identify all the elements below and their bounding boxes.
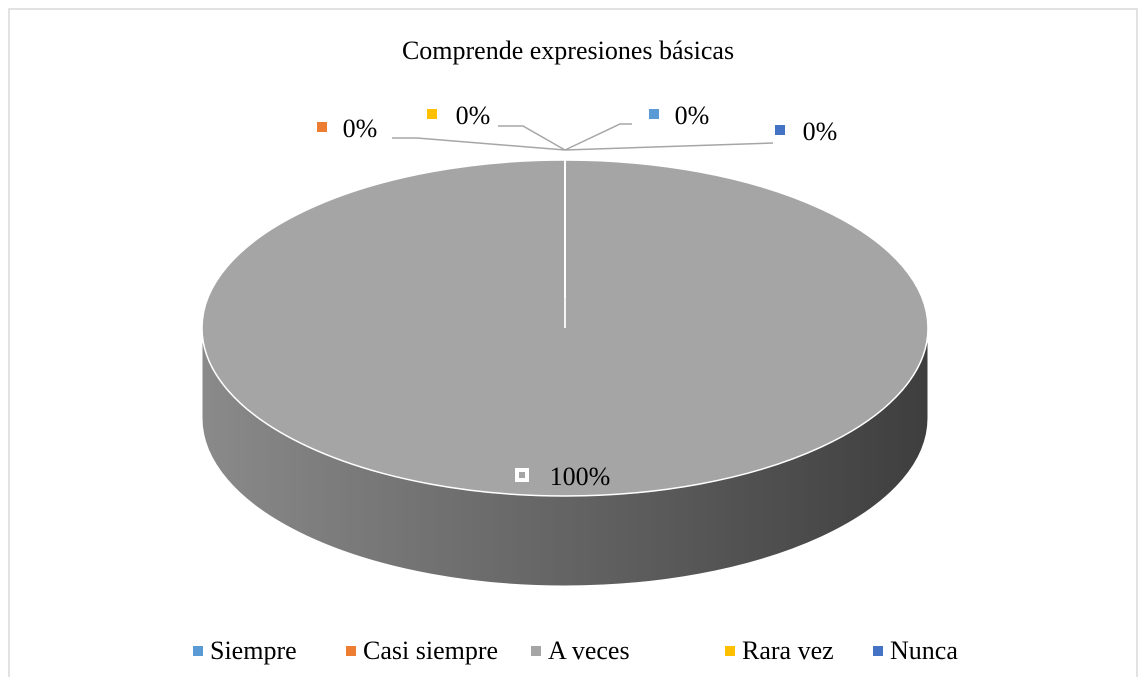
legend-label: Rara vez [742,636,834,665]
data-labels: 0% 0% 100% 0% 0% [317,101,837,491]
data-label: 0% [343,114,378,143]
label-marker [515,468,529,482]
label-marker [317,122,327,132]
chart-border [8,8,1138,677]
data-label: 0% [456,101,491,130]
label-marker [427,109,437,119]
leader-line [392,137,566,151]
legend-marker [531,646,541,656]
legend-label: Casi siempre [363,636,498,665]
leader-line [498,125,566,151]
pie [201,159,929,587]
legend-label: A veces [548,636,630,665]
legend-marker [346,646,356,656]
label-marker [649,109,659,119]
legend: Siempre Casi siempre A veces Rara vez Nunca [193,636,958,665]
data-label: 100% [550,462,611,491]
legend-label: Nunca [890,636,958,665]
data-label: 0% [675,101,710,130]
legend-marker [725,646,735,656]
data-label: 0% [803,117,838,146]
legend-marker [873,646,883,656]
legend-label: Siempre [210,636,297,665]
chart-title: Comprende expresiones básicas [402,36,734,65]
leader-line [564,123,632,151]
leader-line [564,142,774,151]
legend-marker [193,646,203,656]
label-marker [775,125,785,135]
